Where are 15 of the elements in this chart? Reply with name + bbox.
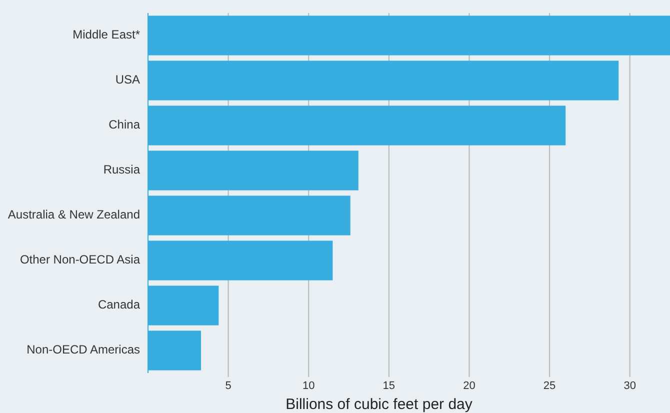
y-tick-label: Australia & New Zealand [8,208,140,222]
x-tick-label: 10 [302,380,315,392]
x-axis-title: Billions of cubic feet per day [286,396,473,413]
y-tick-label: Middle East* [72,28,140,42]
y-tick-label: Canada [98,298,140,312]
x-tick-label: 5 [225,380,232,392]
y-tick-label: China [108,118,140,132]
y-tick-label: Non-OECD Americas [26,342,140,357]
y-tick-label: USA [115,72,140,87]
x-tick-label: 20 [463,380,476,392]
y-tick-label: Russia [103,162,140,177]
y-tick-label: Other Non-OECD Asia [20,252,140,267]
x-tick-label: 30 [624,380,636,392]
x-tick-label: 15 [382,380,396,392]
x-tick-label: 25 [543,380,556,392]
